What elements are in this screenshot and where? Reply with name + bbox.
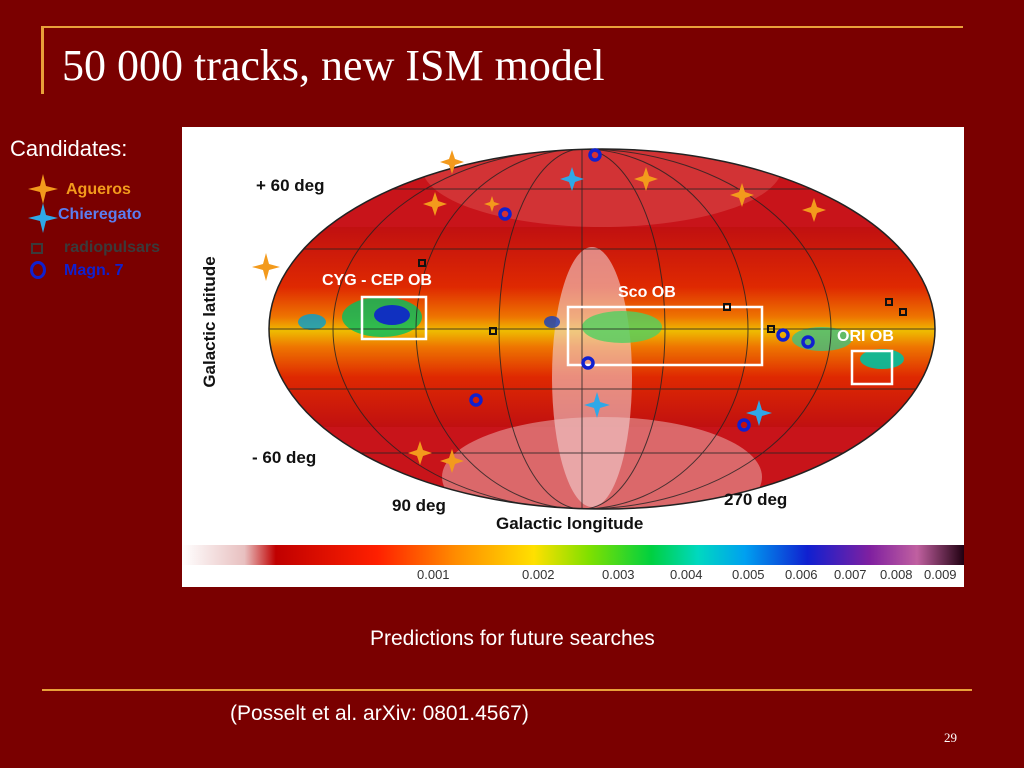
region-box-cyg: [360, 295, 428, 341]
galactic-latitude-label: Galactic latitude: [200, 256, 219, 388]
radiopulsar-markers: [418, 259, 907, 335]
page-number: 29: [944, 730, 957, 745]
footer-rule: [42, 689, 972, 691]
lon-90-label: 90 deg: [392, 496, 446, 515]
slide-title: 50 000 tracks, new ISM model: [62, 41, 605, 90]
region-label-ori: ORI OB: [837, 328, 894, 345]
galactic-longitude-label: Galactic longitude: [496, 514, 644, 533]
colorbar: [182, 545, 964, 565]
figure-caption: Predictions for future searches: [370, 627, 655, 650]
colorbar-tick: 0.002: [522, 567, 555, 582]
region-label-cyg-cep: CYG - CEP OB: [322, 272, 432, 289]
agueros-markers: [252, 150, 826, 473]
candidates-label: Candidates:: [10, 136, 128, 161]
colorbar-tick: 0.006: [785, 567, 818, 582]
colorbar-tick: 0.003: [602, 567, 635, 582]
chieregato-star-icon: [28, 203, 58, 233]
magn7-circle-icon: [30, 261, 46, 279]
colorbar-tick: 0.007: [834, 567, 867, 582]
reference-citation: (Posselt et al. arXiv: 0801.4567): [230, 702, 529, 725]
lat-plus-60-label: + 60 deg: [256, 176, 325, 195]
region-label-sco: Sco OB: [618, 284, 676, 301]
lon-270-label: 270 deg: [724, 490, 788, 509]
colorbar-tick: 0.009: [924, 567, 957, 582]
agueros-star-icon: [28, 174, 58, 204]
magn7-markers: [469, 148, 815, 432]
title-left-rule: [41, 26, 44, 94]
colorbar-tick: 0.005: [732, 567, 765, 582]
region-box-ori: [850, 349, 894, 386]
title-top-rule: [41, 26, 963, 28]
colorbar-tick: 0.001: [417, 567, 450, 582]
legend-chieregato: Chieregato: [58, 206, 142, 223]
colorbar-tick: 0.004: [670, 567, 703, 582]
sky-map-figure: + 60 deg - 60 deg 90 deg 270 deg Galacti…: [182, 127, 964, 587]
legend-radiopulsars: radiopulsars: [64, 239, 161, 256]
legend-magn7: Magn. 7: [64, 262, 124, 279]
legend-agueros: Agueros: [66, 181, 131, 198]
chieregato-markers: [560, 167, 772, 426]
lat-minus-60-label: - 60 deg: [252, 448, 317, 467]
colorbar-tick: 0.008: [880, 567, 913, 582]
sky-map-svg: [182, 148, 964, 565]
region-box-sco: [566, 305, 764, 367]
radiopulsar-square-icon: [31, 243, 43, 254]
